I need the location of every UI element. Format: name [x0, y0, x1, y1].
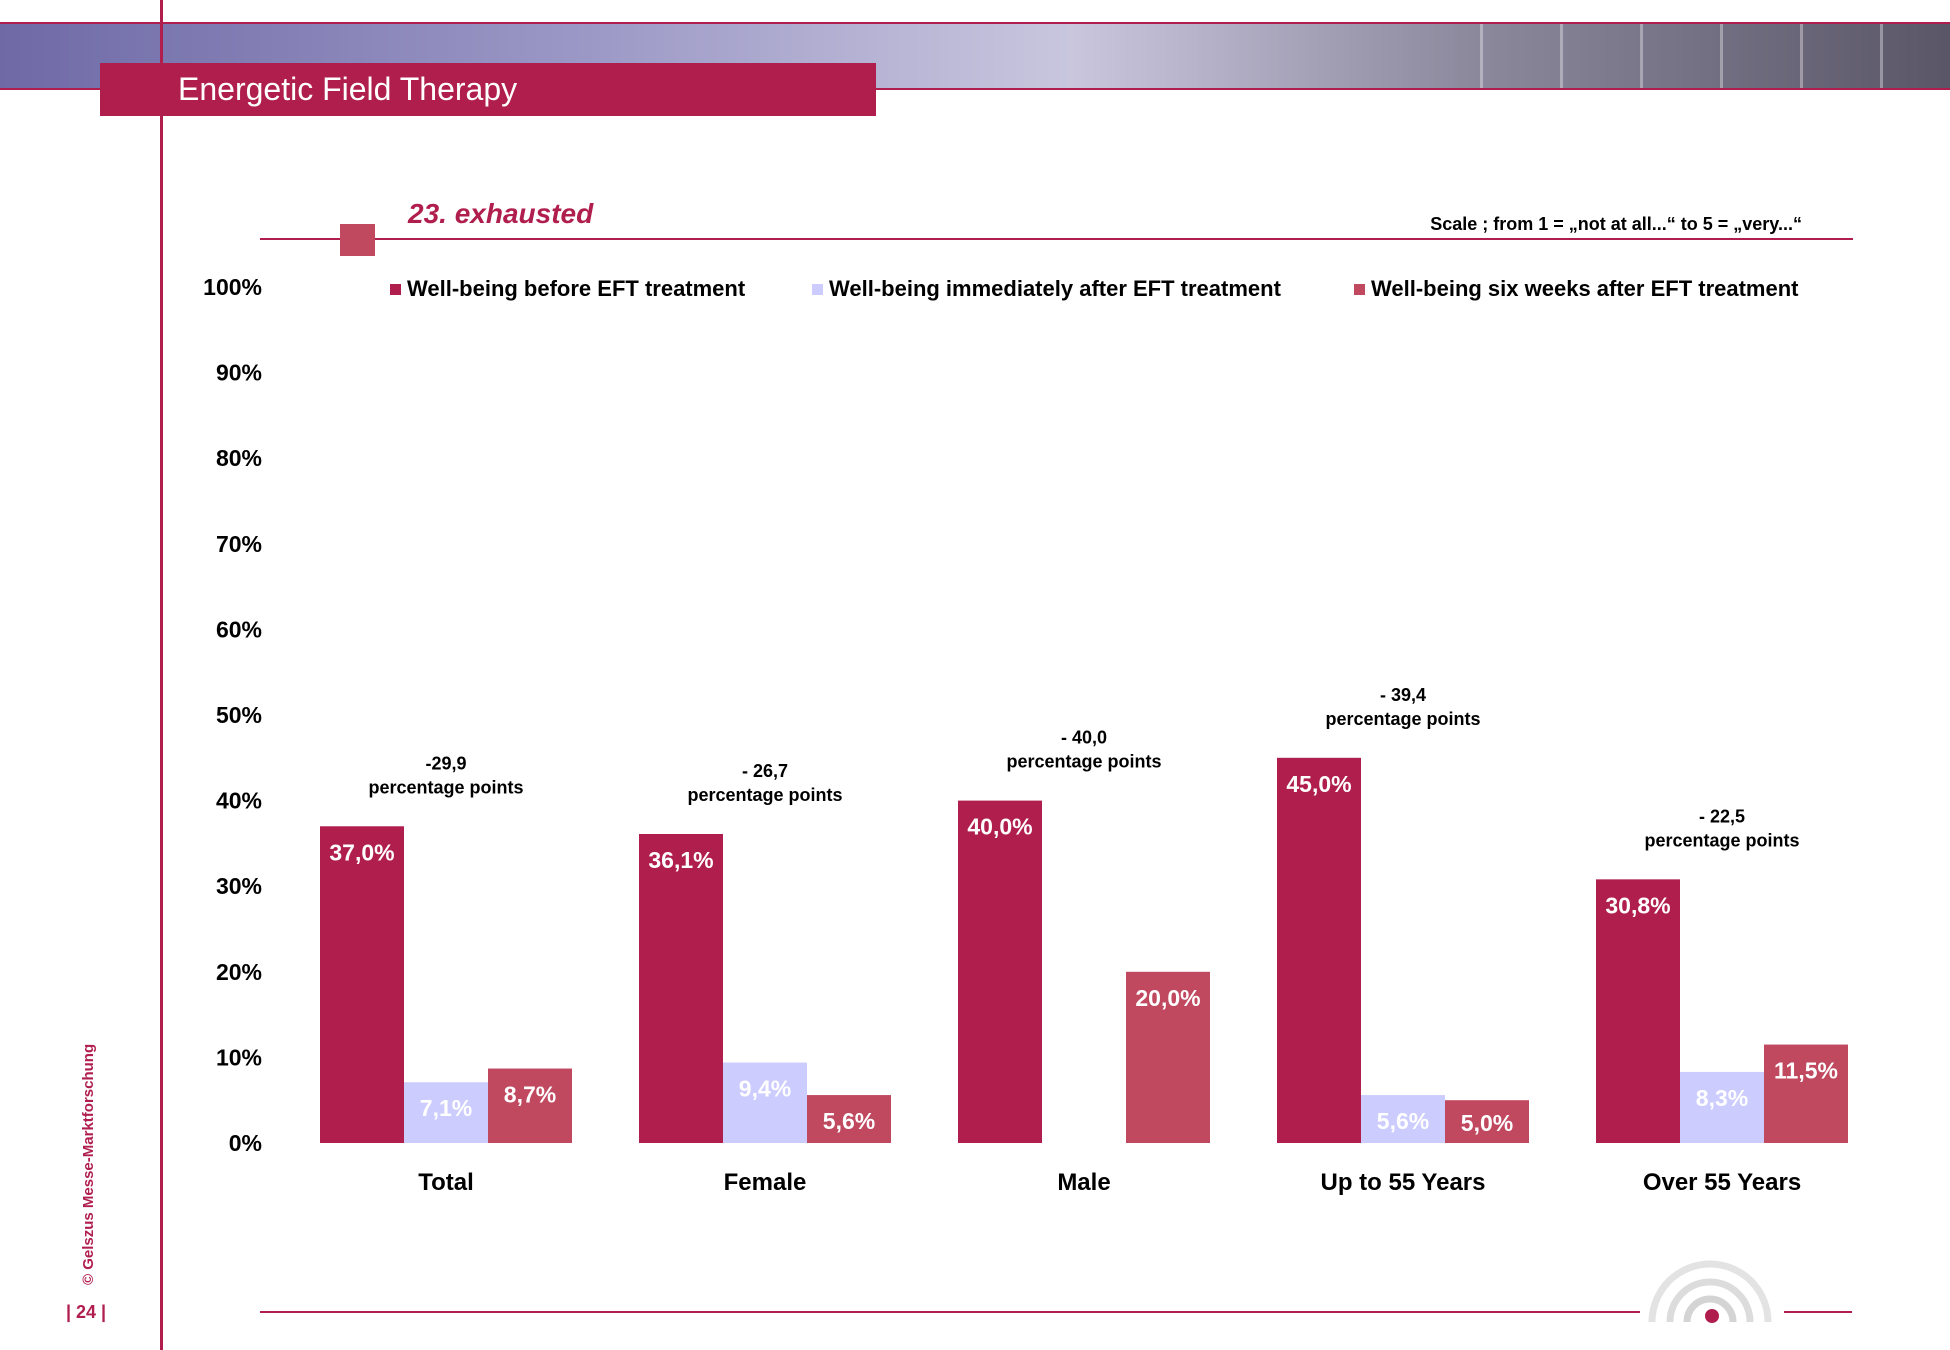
data-label: 37,0% — [329, 839, 394, 865]
y-tick-label: 10% — [216, 1044, 262, 1070]
copyright-text: © Gelszus Messe-Marktforschung — [80, 1043, 97, 1285]
data-label: 5,0% — [1461, 1110, 1513, 1136]
legend-label-six-weeks: Well-being six weeks after EFT treatment — [1371, 276, 1799, 301]
annotation-unit: percentage points — [687, 785, 842, 805]
data-label: 5,6% — [1377, 1108, 1429, 1134]
legend-label-after: Well-being immediately after EFT treatme… — [829, 276, 1281, 301]
annotation-unit: percentage points — [368, 777, 523, 797]
bar-before — [320, 826, 404, 1143]
page-number: | 24 | — [66, 1302, 107, 1322]
data-label: 8,7% — [504, 1082, 556, 1108]
bar-before — [1277, 757, 1361, 1143]
y-tick-label: 40% — [216, 788, 262, 814]
annotation-value: - 22,5 — [1699, 806, 1745, 826]
data-label: 9,4% — [739, 1076, 791, 1102]
y-tick-label: 60% — [216, 616, 262, 642]
bar-after — [404, 1082, 488, 1143]
bar-six-weeks — [807, 1095, 891, 1143]
subtitle-rule — [260, 238, 1853, 240]
category-label: Female — [724, 1169, 807, 1196]
subtitle-marker — [340, 224, 375, 256]
y-tick-label: 20% — [216, 959, 262, 985]
scale-note: Scale ; from 1 = „not at all...“ to 5 = … — [1430, 214, 1802, 234]
data-label: 5,6% — [823, 1108, 875, 1134]
data-label: 0,0% — [1058, 1110, 1110, 1136]
bar-after — [1361, 1095, 1445, 1143]
bar-before — [958, 800, 1042, 1143]
annotation-value: - 39,4 — [1380, 685, 1426, 705]
header-bottom-rule — [0, 88, 1950, 90]
annotation-value: -29,9 — [425, 753, 466, 773]
data-label: 45,0% — [1286, 771, 1351, 797]
chart-subtitle: 23. exhausted — [408, 198, 594, 229]
bar-six-weeks — [1126, 971, 1210, 1143]
annotation-unit: percentage points — [1006, 752, 1161, 772]
bar-before — [639, 833, 723, 1143]
y-tick-label: 100% — [203, 274, 262, 300]
annotation-value: - 26,7 — [742, 761, 788, 781]
data-label: 36,1% — [648, 847, 713, 873]
data-label: 8,3% — [1696, 1085, 1748, 1111]
footer-rule-right — [1784, 1311, 1852, 1313]
footer-rule-left — [260, 1311, 1640, 1313]
bar-six-weeks — [1445, 1100, 1529, 1143]
bar-six-weeks — [1764, 1044, 1848, 1143]
data-label: 7,1% — [420, 1095, 472, 1121]
y-tick-label: 30% — [216, 873, 262, 899]
annotation-unit: percentage points — [1325, 709, 1480, 729]
bar-after — [1680, 1071, 1764, 1143]
legend-item-after: Well-being immediately after EFT treatme… — [812, 276, 1281, 302]
y-tick-label: 80% — [216, 445, 262, 471]
left-margin-rule — [160, 0, 163, 1350]
bar-after — [723, 1062, 807, 1143]
legend-swatch-before — [390, 283, 401, 295]
annotation-value: - 40,0 — [1061, 728, 1107, 748]
data-label: 20,0% — [1135, 985, 1200, 1011]
data-label: 40,0% — [967, 814, 1032, 840]
legend-item-before: Well-being before EFT treatment — [390, 276, 745, 302]
data-label: 11,5% — [1774, 1058, 1838, 1084]
y-tick-label: 0% — [229, 1130, 262, 1156]
category-label: Up to 55 Years — [1321, 1169, 1486, 1196]
y-tick-label: 90% — [216, 360, 262, 386]
signal-logo-icon — [1648, 1260, 1772, 1323]
category-label: Total — [418, 1169, 474, 1196]
legend-swatch-six-weeks — [1354, 283, 1365, 295]
category-label: Male — [1057, 1169, 1110, 1196]
y-tick-label: 70% — [216, 531, 262, 557]
page-title: Energetic Field Therapy — [100, 63, 876, 116]
legend-label-before: Well-being before EFT treatment — [407, 276, 746, 301]
legend-swatch-after — [812, 283, 823, 295]
header-top-rule — [0, 22, 1950, 24]
y-tick-label: 50% — [216, 702, 262, 728]
annotation-unit: percentage points — [1644, 830, 1799, 850]
bar-before — [1596, 879, 1680, 1143]
legend-item-six-weeks: Well-being six weeks after EFT treatment — [1354, 276, 1799, 302]
bar-six-weeks — [488, 1068, 572, 1143]
category-label: Over 55 Years — [1643, 1169, 1801, 1196]
data-label: 30,8% — [1605, 892, 1670, 918]
